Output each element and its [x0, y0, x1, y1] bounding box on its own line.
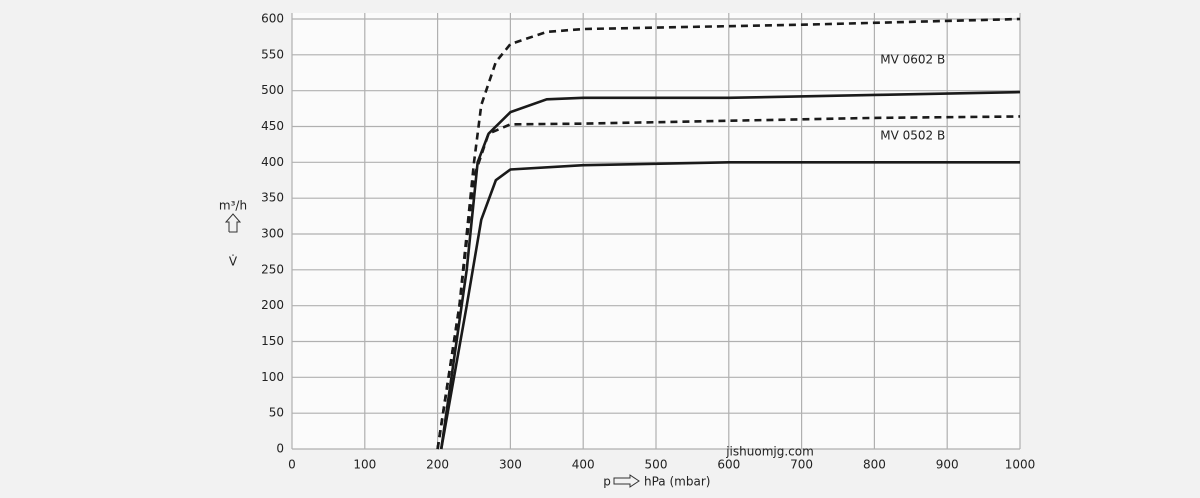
- x-tick-label: 500: [645, 458, 668, 472]
- x-tick-label: 900: [936, 458, 959, 472]
- y-tick-label: 200: [261, 298, 284, 312]
- x-tick-label: 1000: [1005, 458, 1036, 472]
- x-axis-label: hPa (mbar): [644, 475, 710, 489]
- x-axis-symbol: p: [603, 475, 611, 489]
- y-tick-label: 150: [261, 334, 284, 348]
- x-tick-label: 0: [288, 458, 296, 472]
- y-axis-label: m³/h: [219, 199, 247, 213]
- y-tick-label: 100: [261, 370, 284, 384]
- x-tick-label: 600: [717, 458, 740, 472]
- x-tick-label: 400: [572, 458, 595, 472]
- y-tick-label: 300: [261, 227, 284, 241]
- annotation: MV 0602 B: [880, 52, 945, 66]
- x-tick-label: 200: [426, 458, 449, 472]
- y-tick-label: 450: [261, 119, 284, 133]
- y-tick-label: 550: [261, 47, 284, 61]
- y-axis-symbol: V̇: [229, 254, 238, 268]
- x-tick-label: 700: [790, 458, 813, 472]
- y-tick-label: 50: [269, 406, 284, 420]
- x-tick-label: 300: [499, 458, 522, 472]
- series-line: [439, 90, 1021, 450]
- x-arrow: [613, 474, 640, 488]
- annotation: MV 0502 B: [880, 128, 945, 142]
- watermark: jishuomjg.com: [725, 445, 814, 459]
- y-tick-label: 400: [261, 155, 284, 169]
- y-tick-label: 350: [261, 191, 284, 205]
- y-tick-label: 600: [261, 12, 284, 26]
- x-tick-label: 100: [353, 458, 376, 472]
- y-tick-label: 0: [276, 442, 284, 456]
- series-line: [439, 161, 1020, 450]
- x-tick-label: 800: [863, 458, 886, 472]
- y-tick-label: 500: [261, 83, 284, 97]
- y-tick-label: 250: [261, 262, 284, 276]
- y-arrow: [224, 213, 242, 233]
